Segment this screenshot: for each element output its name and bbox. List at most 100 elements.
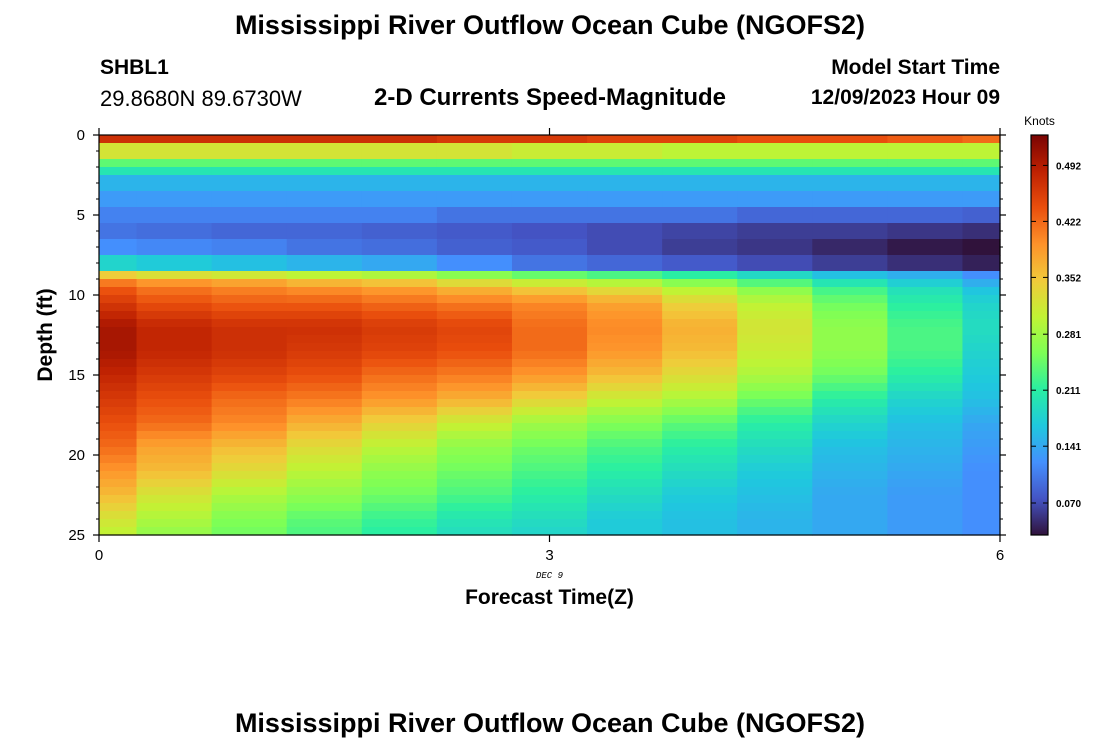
colorbar-tick-label: 0.492 [1056, 161, 1081, 172]
date-annotation: DEC 9 [536, 571, 564, 581]
heatmap-cell [286, 367, 363, 376]
heatmap-cell [99, 519, 138, 528]
heatmap-cell [99, 207, 138, 216]
heatmap-cell [737, 159, 813, 168]
heatmap-cell [286, 343, 363, 352]
heatmap-cell [737, 431, 813, 440]
heatmap-cell [286, 415, 363, 424]
heatmap-cell [511, 151, 588, 160]
heatmap-cell [286, 423, 363, 432]
heatmap-cell [962, 503, 1001, 512]
x-tick-label: 0 [95, 547, 103, 564]
heatmap-cell [587, 271, 663, 280]
heatmap-cell [286, 479, 363, 488]
y-tick-label: 20 [68, 447, 85, 464]
x-tick-label: 3 [545, 547, 553, 564]
heatmap-cell [887, 463, 964, 472]
heatmap-cell [361, 143, 438, 152]
heatmap-cell [436, 135, 513, 144]
model-start-label: Model Start Time [831, 56, 1000, 79]
heatmap-cell [812, 375, 888, 384]
heatmap-cell [812, 143, 888, 152]
heatmap-cell [361, 167, 438, 176]
heatmap-cell [286, 183, 363, 192]
heatmap-cell [887, 207, 964, 216]
heatmap-cell [436, 463, 513, 472]
heatmap-cell [99, 503, 138, 512]
heatmap-cell [887, 151, 964, 160]
heatmap-cell [361, 199, 438, 208]
heatmap-cell [962, 319, 1001, 328]
heatmap-cell [511, 135, 588, 144]
heatmap-cell [361, 279, 438, 288]
heatmap-cell [887, 159, 964, 168]
heatmap-cell [812, 271, 888, 280]
heatmap-cell [962, 351, 1001, 360]
heatmap-cell [887, 247, 964, 256]
heatmap-cell [361, 207, 438, 216]
heatmap-cell [812, 423, 888, 432]
heatmap-cell [286, 287, 363, 296]
heatmap-cell [136, 351, 213, 360]
heatmap-cell [436, 471, 513, 480]
heatmap-cell [361, 135, 438, 144]
heatmap-cell [436, 207, 513, 216]
heatmap-cell [662, 231, 738, 240]
heatmap-cell [812, 247, 888, 256]
heatmap-cell [587, 199, 663, 208]
heatmap-cell [361, 519, 438, 528]
heatmap-cell [211, 303, 288, 312]
heatmap-cell [812, 343, 888, 352]
heatmap-cell [286, 215, 363, 224]
heatmap-cell [136, 431, 213, 440]
heatmap-cell [286, 431, 363, 440]
heatmap-cell [587, 487, 663, 496]
heatmap-cell [211, 527, 288, 536]
colorbar-tick-label: 0.422 [1056, 217, 1081, 228]
heatmap-cell [511, 263, 588, 272]
heatmap-cell [436, 431, 513, 440]
heatmap-cell [361, 407, 438, 416]
heatmap-cell [436, 255, 513, 264]
heatmap-cell [812, 487, 888, 496]
heatmap-cell [812, 239, 888, 248]
heatmap-cell [887, 135, 964, 144]
heatmap-cell [737, 335, 813, 344]
heatmap-cell [962, 247, 1001, 256]
heatmap-cell [962, 471, 1001, 480]
heatmap-cell [962, 527, 1001, 536]
heatmap-cell [136, 511, 213, 520]
heatmap-cell [99, 199, 138, 208]
heatmap-cell [436, 191, 513, 200]
heatmap-cell [812, 255, 888, 264]
heatmap-cell [286, 311, 363, 320]
heatmap-cell [286, 303, 363, 312]
heatmap-cell [436, 479, 513, 488]
heatmap-cell [887, 503, 964, 512]
heatmap-cell [361, 239, 438, 248]
heatmap-cell [737, 295, 813, 304]
heatmap-cell [99, 399, 138, 408]
heatmap-cell [286, 255, 363, 264]
heatmap-cell [99, 167, 138, 176]
heatmap-cell [662, 239, 738, 248]
colorbar-tick-label: 0.281 [1056, 330, 1081, 341]
y-tick-label: 10 [68, 287, 85, 304]
heatmap-cell [136, 399, 213, 408]
heatmap-cell [737, 471, 813, 480]
heatmap-cell [887, 415, 964, 424]
heatmap-cell [136, 319, 213, 328]
heatmap-cell [662, 367, 738, 376]
heatmap-cell [962, 391, 1001, 400]
heatmap-cell [211, 343, 288, 352]
heatmap-cell [99, 343, 138, 352]
heatmap-cell [887, 271, 964, 280]
heatmap-cell [812, 303, 888, 312]
heatmap-cell [511, 383, 588, 392]
heatmap-cell [211, 367, 288, 376]
heatmap-cell [436, 439, 513, 448]
heatmap-cell [211, 439, 288, 448]
heatmap-cell [136, 143, 213, 152]
heatmap-cell [286, 239, 363, 248]
heatmap-cell [887, 287, 964, 296]
